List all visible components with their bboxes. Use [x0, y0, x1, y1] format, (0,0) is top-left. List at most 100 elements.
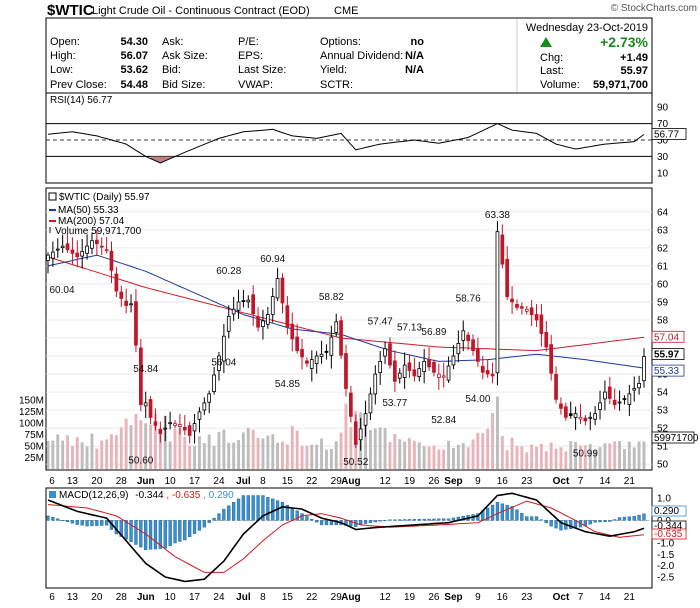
volume-bar — [46, 440, 50, 469]
macd-legend-sep2: , — [203, 490, 209, 501]
macd-hist-bar — [349, 520, 353, 527]
candle-body — [51, 251, 55, 259]
volume-bar — [305, 445, 309, 469]
macd-hist-bar — [427, 518, 431, 521]
candle-body — [637, 382, 641, 389]
macd-hist-bar — [100, 520, 104, 526]
macd-hist-bar — [530, 516, 534, 521]
x-axis-label: 13 — [67, 476, 79, 487]
volume-tick-label: 125M — [19, 407, 44, 418]
x-axis-label: Sep — [444, 476, 462, 487]
volume-bar — [232, 442, 236, 469]
volume-bar — [75, 437, 79, 469]
volume-bar — [505, 450, 509, 469]
volume-bar — [583, 445, 587, 469]
x-axis-label: 20 — [91, 476, 103, 487]
volume-bars — [46, 396, 646, 469]
macd-hist-bar — [227, 505, 231, 521]
candle-body — [182, 426, 187, 431]
macd-hist-bar — [534, 516, 539, 521]
candle-body — [119, 291, 124, 299]
candle-body — [451, 355, 456, 366]
volume-label: Volume: — [540, 79, 580, 91]
volume-bar — [105, 439, 109, 469]
macd-hist-bar — [56, 518, 60, 521]
x-axis-label: 16 — [497, 592, 509, 603]
last-label: Last: — [540, 65, 564, 77]
macd-hist-bar — [153, 520, 158, 550]
candle-body — [334, 321, 339, 333]
volume-bar — [496, 396, 499, 469]
candle-body — [539, 314, 544, 335]
volume-bar — [486, 428, 490, 469]
price-annotation: 54.84 — [133, 364, 158, 375]
rsi-line — [47, 123, 645, 164]
candle-body — [588, 416, 593, 419]
rsi-tick-label: 50 — [657, 136, 669, 147]
candles — [46, 221, 646, 451]
macd-hist-bar — [407, 519, 412, 521]
macd-hist-bar — [608, 520, 612, 522]
chg-label: Chg: — [540, 52, 563, 64]
price-annotation: 63.38 — [485, 210, 510, 221]
candle-body — [544, 331, 549, 348]
x-axis-label: 24 — [213, 476, 225, 487]
candle-body — [373, 373, 378, 395]
x-axis-label: 19 — [404, 592, 416, 603]
quote-value: N/A — [405, 64, 424, 76]
macd-hist-bar — [549, 520, 553, 527]
volume-bar — [95, 448, 99, 469]
macd-hist-bar — [207, 520, 211, 523]
candle-body — [593, 413, 598, 420]
price-annotation: 50.60 — [128, 455, 153, 466]
candle-body — [256, 316, 260, 328]
macd-legend-sep: , — [166, 490, 172, 501]
price-annotation: 57.13 — [397, 323, 422, 334]
volume-bar — [373, 428, 377, 469]
macd-hist-bar — [95, 520, 99, 526]
volume-bar — [369, 430, 372, 469]
volume-bar — [144, 423, 148, 469]
rsi-tick-label: 70 — [657, 119, 669, 130]
rsi-grid — [46, 123, 652, 157]
volume-bar — [149, 425, 152, 469]
x-axis-label: 12 — [380, 592, 392, 603]
macd-hist-bar — [90, 520, 94, 527]
price-annotation: 53.77 — [382, 398, 407, 409]
candle-legend-icon — [48, 192, 57, 201]
x-axis-label: Jul — [236, 476, 251, 487]
macd-line — [47, 492, 645, 583]
quote-rows: Open: 54.30 High: 56.07 Low: 53.62 Prev Close:… — [50, 36, 424, 91]
macd-hist-bar — [368, 520, 373, 524]
x-axis-top: 6 13 20 28 Jun 10 17 24 Jul 8 15 22 29 Aug 12 19 26 Sep 9 1… — [49, 476, 635, 487]
candle-body — [529, 307, 534, 315]
macd-hist-bar — [266, 497, 270, 521]
macd-hist-bar — [442, 518, 446, 521]
last-value: 55.97 — [620, 65, 648, 77]
x-axis-label: 17 — [189, 592, 201, 603]
quote-value: 56.07 — [120, 50, 148, 62]
candle-body — [65, 243, 70, 251]
macd-hist-bar — [280, 502, 285, 521]
candle-body — [524, 308, 529, 312]
macd-hist-bar — [588, 520, 592, 525]
candle-body — [568, 413, 573, 416]
macd-hist-bar — [178, 520, 182, 542]
candle-body — [500, 234, 505, 265]
volume-bar — [241, 432, 245, 469]
rsi-tick-label: 30 — [657, 152, 669, 163]
candle-body — [627, 393, 632, 405]
macd-hist-bar — [613, 519, 617, 521]
macd-tick-label: -2.5 — [657, 572, 675, 583]
rsi-legend: RSI(14) 56.77 — [50, 95, 113, 106]
candle-body — [168, 422, 172, 425]
macd-hist-bar — [398, 519, 402, 521]
candle-body — [187, 425, 192, 436]
candle-body — [412, 369, 417, 377]
rsi-last-value: 56.77 — [654, 129, 679, 140]
candle-body — [466, 334, 471, 342]
quote-label: SCTR: — [320, 79, 353, 91]
symbol[interactable]: $WTIC — [47, 2, 94, 19]
candle-body — [402, 364, 407, 378]
